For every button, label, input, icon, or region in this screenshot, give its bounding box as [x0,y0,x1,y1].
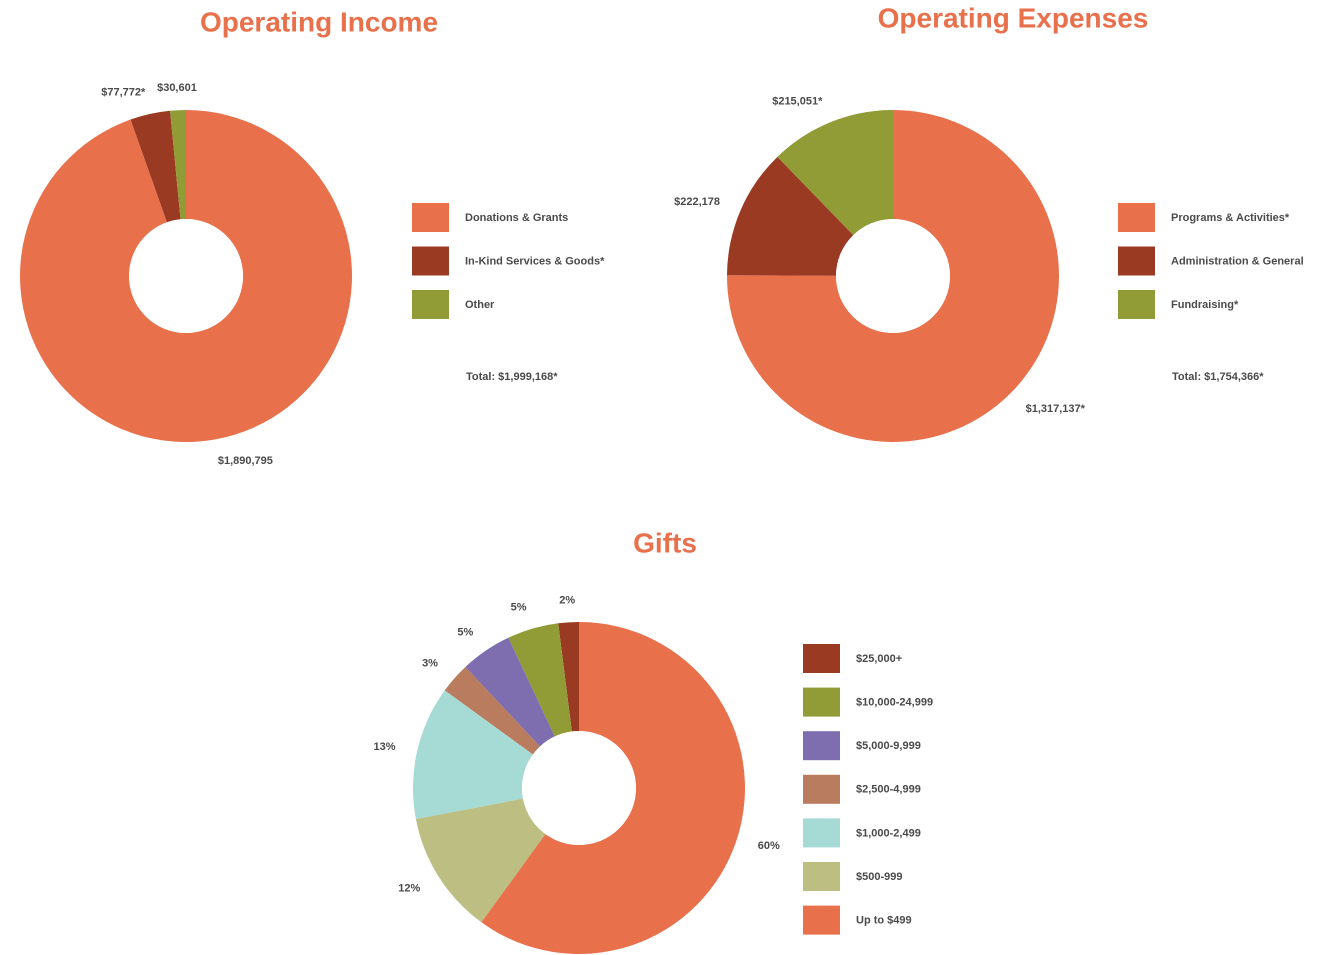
legend-label: Donations & Grants [465,212,568,224]
legend-swatch [412,290,449,319]
total-annotation: Total: $1,754,366* [1172,371,1264,383]
data-label: 3% [422,658,438,670]
data-label: $1,317,137* [1026,403,1086,415]
donut-hole [522,731,636,845]
legend-swatch [1118,290,1155,319]
donut-hole [836,219,950,333]
wedge [508,623,572,737]
legend-label: $2,500-4,999 [856,784,921,796]
legend-swatch [803,862,840,891]
data-label: $1,890,795 [218,455,273,467]
wedge [412,690,533,820]
legend-label: Programs & Activities* [1171,212,1290,224]
wedge [444,666,540,755]
data-label: 60% [758,840,780,852]
legend-label: $5,000-9,999 [856,740,921,752]
chart-title: Operating Expenses [878,2,1149,33]
legend-label: $500-999 [856,871,903,883]
data-label: 2% [559,594,575,606]
data-label: $30,601 [157,82,197,94]
wedge [19,110,352,442]
legend-swatch [803,905,840,935]
total-annotation: Total: $1,999,168* [466,371,558,383]
wedge [727,156,854,276]
data-label: 5% [457,626,473,638]
wedge [415,798,546,923]
legend-swatch [412,246,449,276]
legend-swatch [1118,203,1155,232]
legend-label: Fundraising* [1171,299,1239,311]
legend-label: Up to $499 [856,915,912,927]
legend-label: $25,000+ [856,653,902,665]
data-label: $215,051* [772,96,823,108]
legend-swatch [803,644,840,673]
data-label: 13% [373,741,395,753]
wedge [481,622,746,955]
donut-hole [129,219,243,333]
legend-swatch [412,203,449,232]
data-label: 5% [511,601,527,613]
legend-label: Other [465,299,495,311]
wedge [726,110,1059,442]
wedge [465,637,555,747]
wedge [558,622,579,732]
wedge [777,110,893,236]
legend-swatch [803,731,840,761]
legend-swatch [803,774,840,804]
wedge [170,110,186,220]
legend-label: In-Kind Services & Goods* [465,255,605,267]
data-label: 12% [398,883,420,895]
data-label: $77,772* [101,86,146,98]
legend-swatch [803,818,840,848]
legend-label: Administration & General [1171,255,1304,267]
chart-title: Gifts [633,527,697,558]
legend-swatch [803,687,840,717]
legend-label: $1,000-2,499 [856,827,921,839]
chart-title: Operating Income [200,6,438,37]
wedge [130,110,181,223]
legend-swatch [1118,246,1155,276]
legend-label: $10,000-24,999 [856,697,933,709]
data-label: $222,178 [674,196,720,208]
